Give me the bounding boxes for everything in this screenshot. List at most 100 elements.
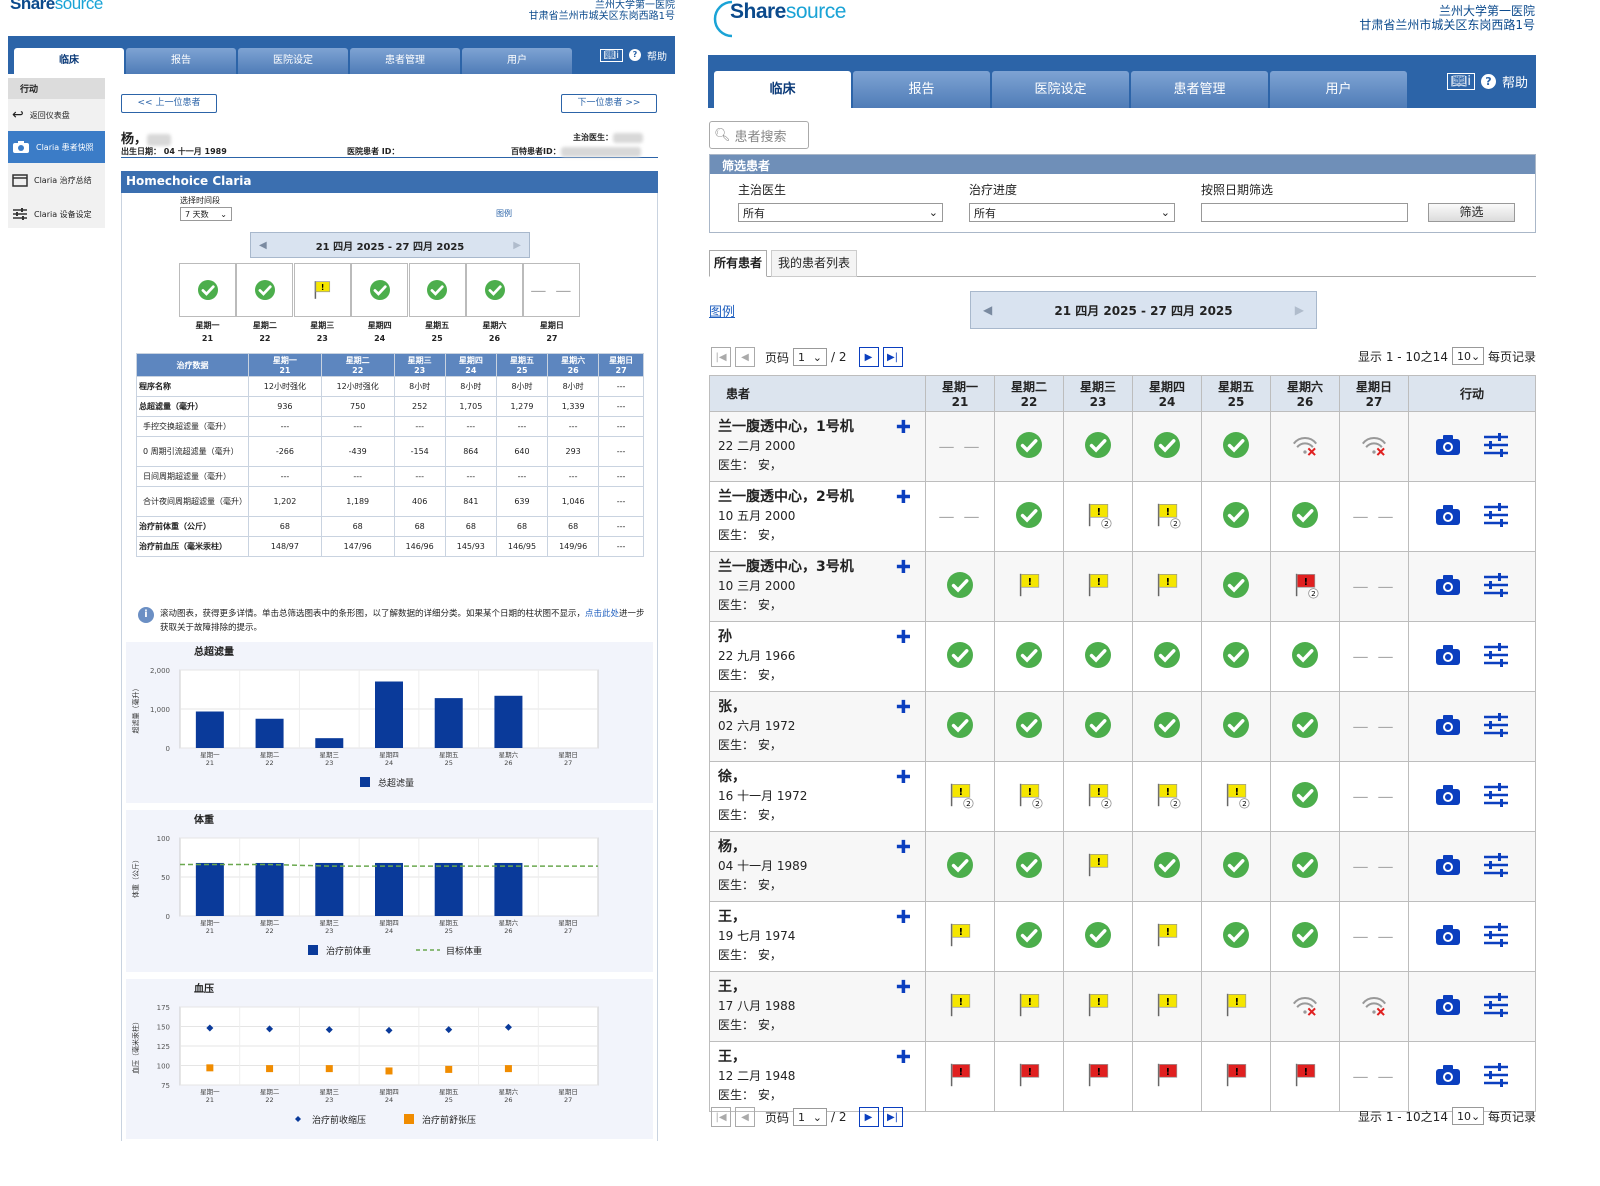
day-status-cell[interactable]: ! bbox=[1201, 971, 1271, 1042]
point[interactable] bbox=[445, 1065, 453, 1073]
day-status-cell[interactable]: ! bbox=[994, 971, 1064, 1042]
bar[interactable] bbox=[434, 862, 463, 916]
next-page-icon[interactable]: ▶ bbox=[858, 347, 879, 367]
bar[interactable] bbox=[494, 695, 523, 748]
point[interactable] bbox=[504, 1023, 512, 1031]
point[interactable] bbox=[445, 1026, 453, 1034]
sliders-icon[interactable] bbox=[1483, 993, 1509, 1017]
add-icon[interactable]: ✚ bbox=[895, 767, 911, 788]
day-status-cell[interactable]: ! bbox=[1270, 1041, 1340, 1112]
day-status-cell[interactable] bbox=[1201, 411, 1271, 482]
patient-cell[interactable]: 孙 22 九月 1966 医生： 安， ✚ bbox=[709, 621, 926, 692]
troubleshoot-link[interactable]: 点击此处 bbox=[585, 609, 620, 619]
camera-icon[interactable] bbox=[1435, 1064, 1461, 1086]
patient-cell[interactable]: 王， 17 八月 1988 医生： 安， ✚ bbox=[709, 971, 926, 1042]
sidebar-item-settings[interactable]: Claria 设备设定 bbox=[8, 197, 105, 231]
day-status-cell[interactable]: — — bbox=[1339, 901, 1409, 972]
day-status-cell[interactable] bbox=[1201, 691, 1271, 762]
day-status-cell[interactable]: — — bbox=[925, 411, 995, 482]
filter-doctor-select[interactable]: 所有 ⌄ bbox=[738, 203, 943, 222]
bar[interactable] bbox=[434, 698, 463, 748]
day-status-cell[interactable]: ! bbox=[1063, 831, 1133, 902]
add-icon[interactable]: ✚ bbox=[895, 697, 911, 718]
nav-tab-2[interactable]: 医院设定 bbox=[238, 48, 348, 74]
day-status-cell[interactable]: ! bbox=[1201, 1041, 1271, 1112]
bar[interactable] bbox=[195, 711, 224, 748]
add-icon[interactable]: ✚ bbox=[895, 1047, 911, 1068]
point[interactable] bbox=[266, 1065, 274, 1073]
day-status-cell[interactable] bbox=[1063, 621, 1133, 692]
tab-my-patients[interactable]: 我的患者列表 bbox=[771, 250, 857, 277]
first-page-icon[interactable]: |◀ bbox=[711, 347, 731, 367]
day-status-cell[interactable] bbox=[1270, 481, 1340, 552]
tab-all-patients[interactable]: 所有患者 bbox=[709, 250, 767, 277]
filter-date-input[interactable] bbox=[1201, 203, 1408, 222]
day-status-cell[interactable] bbox=[1270, 691, 1340, 762]
camera-icon[interactable] bbox=[1435, 784, 1461, 806]
patient-name[interactable]: 王， bbox=[718, 979, 746, 995]
patient-cell[interactable]: 徐， 16 十一月 1972 医生： 安， ✚ bbox=[709, 761, 926, 832]
day-status-cell[interactable]: — — bbox=[1339, 691, 1409, 762]
add-icon[interactable]: ✚ bbox=[895, 487, 911, 508]
per-page-select[interactable]: 10 ⌄ bbox=[1451, 347, 1484, 365]
sliders-icon[interactable] bbox=[1483, 433, 1509, 457]
day-status-cell[interactable]: ! bbox=[1132, 551, 1202, 622]
day-status-cell[interactable] bbox=[1201, 621, 1271, 692]
sliders-icon[interactable] bbox=[1483, 643, 1509, 667]
day-status-cell[interactable] bbox=[925, 621, 995, 692]
patient-name[interactable]: 兰一腹透中心，3号机 bbox=[718, 559, 854, 575]
page-select[interactable]: 1 ⌄ bbox=[793, 1108, 828, 1126]
nav-tab-4[interactable]: 用户 bbox=[462, 48, 572, 74]
patient-cell[interactable]: 王， 12 二月 1948 医生： 安， ✚ bbox=[709, 1041, 926, 1112]
prev-page-icon[interactable]: ◀ bbox=[735, 347, 755, 367]
day-status-cell[interactable] bbox=[1132, 411, 1202, 482]
day-status-3[interactable] bbox=[351, 263, 409, 317]
add-icon[interactable]: ✚ bbox=[895, 557, 911, 578]
day-status-6[interactable]: — — bbox=[523, 263, 581, 317]
patient-name[interactable]: 王， bbox=[718, 909, 746, 925]
sliders-icon[interactable] bbox=[1483, 923, 1509, 947]
point[interactable] bbox=[325, 1065, 333, 1073]
per-page-select[interactable]: 10 ⌄ bbox=[1451, 1107, 1484, 1125]
day-status-cell[interactable]: ! bbox=[1063, 1041, 1133, 1112]
day-status-cell[interactable]: ! bbox=[925, 971, 995, 1042]
camera-icon[interactable] bbox=[1435, 924, 1461, 946]
manual-icon[interactable]: 📖︎i bbox=[599, 48, 623, 62]
patient-name[interactable]: 孙 bbox=[718, 629, 732, 645]
day-status-cell[interactable] bbox=[1132, 831, 1202, 902]
manual-icon[interactable]: 📖︎i bbox=[1446, 73, 1475, 90]
day-status-cell[interactable]: ! bbox=[994, 551, 1064, 622]
patient-name[interactable]: 张， bbox=[718, 699, 746, 715]
help-icon[interactable]: ? bbox=[1480, 74, 1496, 89]
bar[interactable] bbox=[375, 862, 403, 916]
point[interactable] bbox=[325, 1026, 333, 1034]
nav-tab-3[interactable]: 患者管理 bbox=[1131, 71, 1268, 108]
day-status-cell[interactable] bbox=[994, 411, 1064, 482]
day-status-cell[interactable]: — — bbox=[925, 481, 995, 552]
day-status-cell[interactable] bbox=[1132, 691, 1202, 762]
patient-search-input[interactable]: 🔍︎ 患者搜索 bbox=[709, 121, 809, 149]
day-status-cell[interactable] bbox=[994, 481, 1064, 552]
prev-week-icon[interactable]: ◀ bbox=[259, 239, 267, 251]
day-status-cell[interactable]: ! 2 bbox=[1132, 761, 1202, 832]
point[interactable] bbox=[206, 1024, 214, 1032]
day-status-cell[interactable] bbox=[994, 831, 1064, 902]
day-status-cell[interactable]: ! bbox=[925, 901, 995, 972]
point[interactable] bbox=[504, 1065, 512, 1073]
day-status-cell[interactable] bbox=[1201, 481, 1271, 552]
patient-name[interactable]: 王， bbox=[718, 1049, 746, 1065]
day-status-cell[interactable] bbox=[1270, 831, 1340, 902]
sliders-icon[interactable] bbox=[1483, 573, 1509, 597]
day-status-cell[interactable]: ! bbox=[994, 1041, 1064, 1112]
sliders-icon[interactable] bbox=[1483, 503, 1509, 527]
nav-tab-1[interactable]: 报告 bbox=[126, 48, 236, 74]
day-status-cell[interactable] bbox=[925, 551, 995, 622]
filter-progress-select[interactable]: 所有 ⌄ bbox=[969, 203, 1175, 222]
day-status-cell[interactable] bbox=[1339, 411, 1409, 482]
help-link[interactable]: 帮助 bbox=[1501, 76, 1528, 91]
patient-cell[interactable]: 张， 02 六月 1972 医生： 安， ✚ bbox=[709, 691, 926, 762]
day-status-0[interactable] bbox=[179, 263, 236, 317]
period-select[interactable]: 7 天数 ⌄ bbox=[180, 207, 232, 221]
day-status-cell[interactable]: — — bbox=[1339, 831, 1409, 902]
day-status-cell[interactable]: — — bbox=[1339, 761, 1409, 832]
